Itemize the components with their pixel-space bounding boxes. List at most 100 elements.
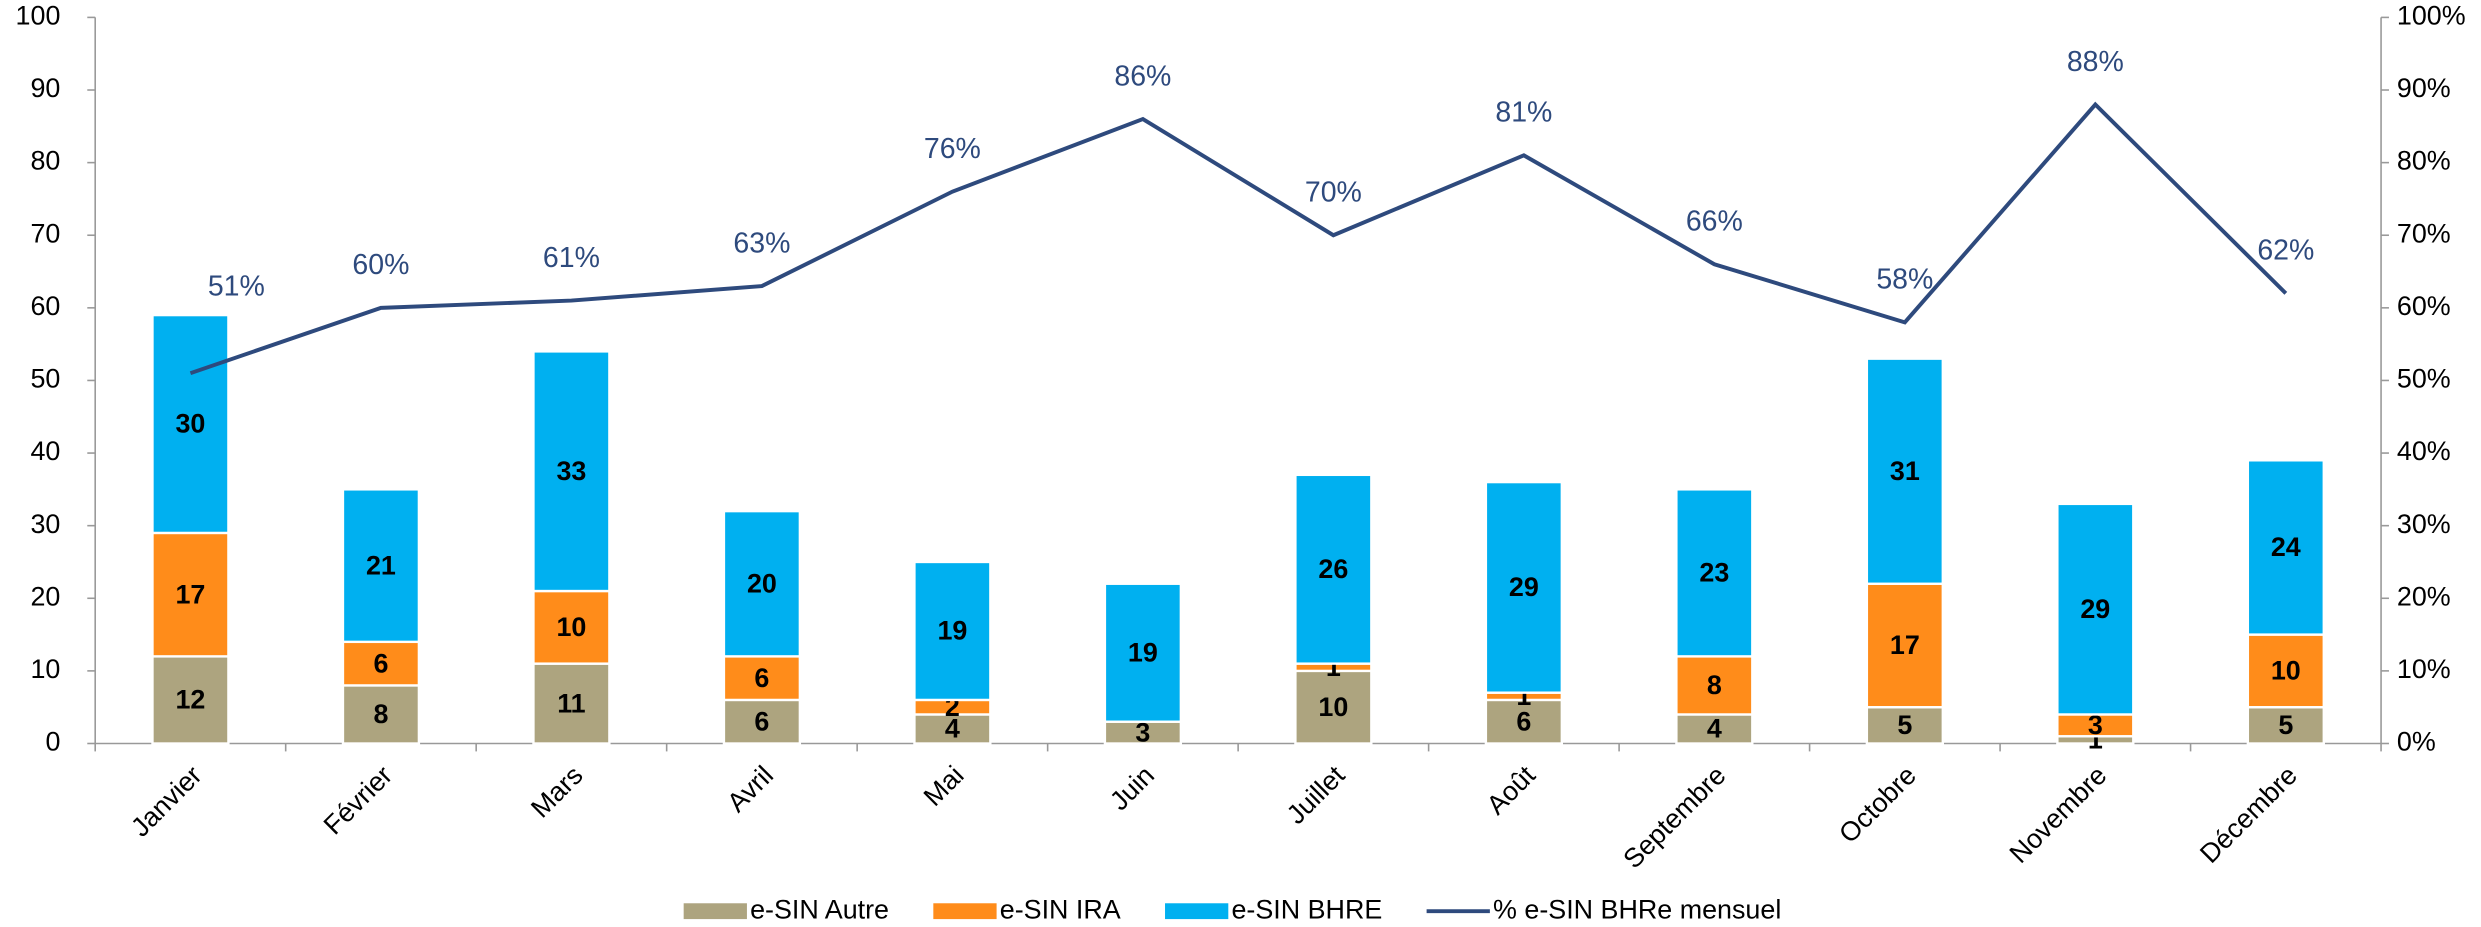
legend-label: % e-SIN BHRe mensuel bbox=[1493, 894, 1781, 924]
line-label: 60% bbox=[352, 249, 409, 281]
y-tick-label: 60 bbox=[30, 291, 60, 321]
x-tick-label: Mars bbox=[525, 760, 588, 823]
bar-label: 24 bbox=[2271, 532, 2301, 562]
y-tick-label: 90 bbox=[30, 73, 60, 103]
y2-tick-label: 10% bbox=[2397, 654, 2451, 684]
x-tick-label: Décembre bbox=[2194, 760, 2303, 869]
bar-label: 29 bbox=[1509, 572, 1539, 602]
bar-segment bbox=[2246, 459, 2325, 636]
bar-segment bbox=[532, 589, 611, 665]
bar-label: 23 bbox=[1699, 558, 1729, 588]
y-tick-label: 10 bbox=[30, 654, 60, 684]
y2-tick-label: 40% bbox=[2397, 436, 2451, 466]
bar-segment bbox=[1484, 480, 1564, 694]
line-label: 61% bbox=[543, 242, 600, 274]
bar-label: 29 bbox=[2080, 594, 2110, 624]
bar-label: 33 bbox=[556, 456, 586, 486]
legend-swatch bbox=[683, 903, 747, 920]
bar-label: 17 bbox=[1890, 630, 1920, 660]
x-tick-label: Octobre bbox=[1833, 760, 1922, 849]
bar-label: 3 bbox=[2088, 710, 2103, 740]
y2-tick-label: 30% bbox=[2397, 509, 2451, 539]
bar-label: 19 bbox=[1128, 637, 1158, 667]
bar-label: 10 bbox=[2271, 656, 2301, 686]
bar-segment bbox=[1675, 655, 1754, 716]
bar-segment bbox=[1484, 698, 1564, 745]
x-tick-label: Août bbox=[1481, 760, 1542, 821]
bar-label: 5 bbox=[2278, 710, 2293, 740]
line-label: 86% bbox=[1114, 60, 1171, 92]
x-tick-label: Septembre bbox=[1617, 760, 1731, 874]
y-tick-label: 30 bbox=[30, 509, 60, 539]
bar-label: 4 bbox=[945, 714, 960, 744]
bar-label: 6 bbox=[1516, 706, 1531, 736]
bar-segment bbox=[722, 698, 802, 745]
bar-label: 26 bbox=[1318, 554, 1348, 584]
line-series bbox=[189, 101, 2288, 376]
x-tick-label: Juillet bbox=[1281, 760, 1351, 830]
y-tick-label: 40 bbox=[30, 436, 60, 466]
bar-label: 8 bbox=[373, 699, 388, 729]
bar-segment bbox=[341, 684, 421, 745]
bar-segment bbox=[1675, 713, 1754, 745]
line-label: 51% bbox=[208, 270, 265, 302]
x-tick-label: Mai bbox=[918, 760, 970, 812]
bar-label: 12 bbox=[175, 685, 205, 715]
x-tick-label: Février bbox=[318, 760, 398, 840]
legend-label: e-SIN Autre bbox=[750, 894, 889, 924]
y2-tick-label: 100% bbox=[2397, 1, 2466, 31]
bar-segment bbox=[1103, 582, 1183, 723]
line-label: 76% bbox=[924, 133, 981, 165]
bar-segment bbox=[2056, 502, 2135, 716]
y-tick-label: 80 bbox=[30, 146, 60, 176]
bar-label: 4 bbox=[1707, 714, 1722, 744]
bar-label: 6 bbox=[754, 663, 769, 693]
legend-swatch bbox=[1165, 903, 1229, 920]
line-label: 88% bbox=[2067, 46, 2124, 78]
bar-label: 30 bbox=[175, 409, 205, 439]
bar-label: 5 bbox=[1897, 710, 1912, 740]
bar-label: 8 bbox=[1707, 670, 1722, 700]
bar-label: 31 bbox=[1890, 456, 1920, 486]
y-tick-label: 100 bbox=[16, 1, 61, 31]
y2-tick-label: 60% bbox=[2397, 291, 2451, 321]
y-tick-label: 0 bbox=[45, 727, 60, 757]
bar-label: 17 bbox=[175, 579, 205, 609]
bar-segment bbox=[532, 350, 611, 593]
y2-tick-label: 50% bbox=[2397, 364, 2451, 394]
bar-segment bbox=[913, 713, 992, 745]
bar-segment bbox=[151, 655, 230, 745]
bar-label: 3 bbox=[1135, 717, 1150, 747]
bar-label: 11 bbox=[557, 688, 585, 718]
x-tick-label: Juin bbox=[1104, 760, 1160, 816]
y2-tick-label: 70% bbox=[2397, 218, 2451, 248]
line-label: 81% bbox=[1495, 97, 1552, 129]
line-label: 70% bbox=[1305, 177, 1362, 209]
bar-segment bbox=[1865, 582, 1944, 709]
line-label: 66% bbox=[1686, 206, 1743, 238]
line-label: 63% bbox=[733, 227, 790, 259]
bar-segment bbox=[1294, 473, 1373, 665]
y-tick-label: 70 bbox=[30, 218, 60, 248]
bar-label: 10 bbox=[1318, 692, 1348, 722]
bar-segment bbox=[341, 488, 421, 644]
bar-label: 21 bbox=[366, 550, 396, 580]
x-tick-label: Avril bbox=[721, 760, 779, 818]
bar-label: 19 bbox=[937, 616, 967, 646]
bar-segment bbox=[1675, 488, 1754, 658]
bar-label: 6 bbox=[373, 648, 388, 678]
bar-segment bbox=[151, 531, 230, 658]
y-tick-label: 20 bbox=[30, 581, 60, 611]
bar-segment bbox=[151, 313, 230, 535]
y2-tick-label: 20% bbox=[2397, 581, 2451, 611]
bar-segment bbox=[341, 640, 421, 687]
bar-segment bbox=[1865, 357, 1944, 585]
legend-label: e-SIN BHRE bbox=[1231, 894, 1382, 924]
bar-label: 10 bbox=[556, 612, 586, 642]
bar-label: 20 bbox=[747, 568, 777, 598]
bar-segment bbox=[1865, 706, 1944, 745]
line-label: 62% bbox=[2257, 235, 2314, 267]
x-tick-label: Janvier bbox=[125, 760, 208, 843]
bar-segment bbox=[722, 509, 802, 658]
